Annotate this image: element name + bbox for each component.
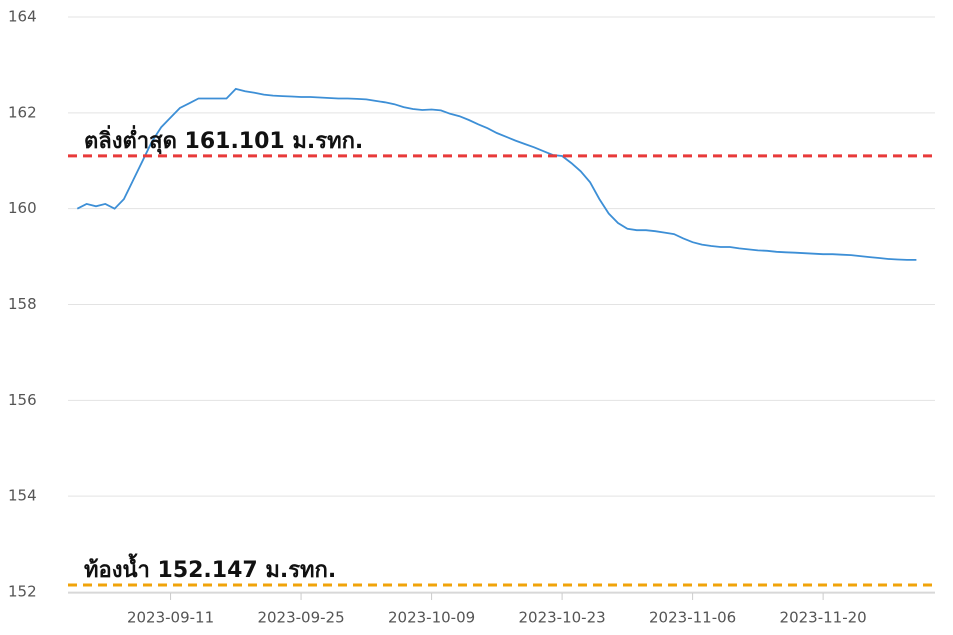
data-line	[76, 87, 917, 261]
x-tick-label: 2023-09-25	[257, 609, 344, 627]
x-tick-label: 2023-10-09	[388, 609, 475, 627]
y-tick-label: 164	[8, 8, 37, 26]
x-tick-label: 2023-11-20	[780, 609, 867, 627]
y-tick-label: 160	[8, 199, 37, 217]
reference-label: ตลิ่งต่ำสุด 161.101 ม.รทก.	[84, 124, 363, 155]
y-tick-label: 162	[8, 103, 37, 121]
y-tick-label: 152	[8, 583, 37, 601]
reference-label: ท้องน้ำ 152.147 ม.รทก.	[84, 553, 336, 583]
x-tick-label: 2023-10-23	[519, 609, 606, 627]
y-tick-label: 158	[8, 295, 37, 313]
x-tick-label: 2023-09-11	[127, 609, 214, 627]
x-tick-label: 2023-11-06	[649, 609, 736, 627]
y-tick-label: 156	[8, 391, 37, 409]
y-tick-label: 154	[8, 487, 37, 505]
